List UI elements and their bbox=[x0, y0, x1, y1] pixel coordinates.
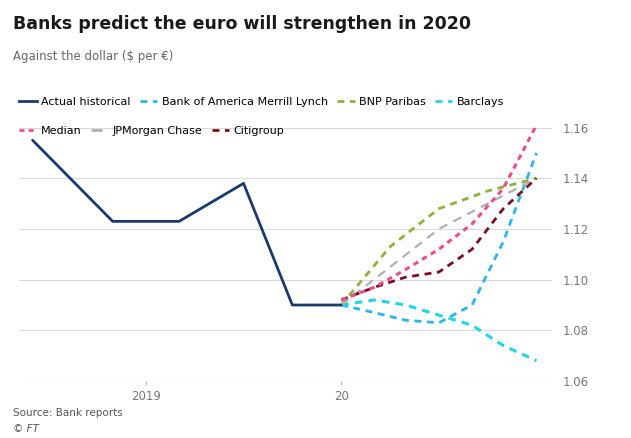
Text: Against the dollar ($ per €): Against the dollar ($ per €) bbox=[13, 50, 173, 64]
Text: Banks predict the euro will strengthen in 2020: Banks predict the euro will strengthen i… bbox=[13, 15, 471, 33]
Text: © FT: © FT bbox=[13, 424, 38, 434]
Legend: Median, JPMorgan Chase, Citigroup: Median, JPMorgan Chase, Citigroup bbox=[19, 126, 285, 136]
Text: Source: Bank reports: Source: Bank reports bbox=[13, 408, 122, 418]
